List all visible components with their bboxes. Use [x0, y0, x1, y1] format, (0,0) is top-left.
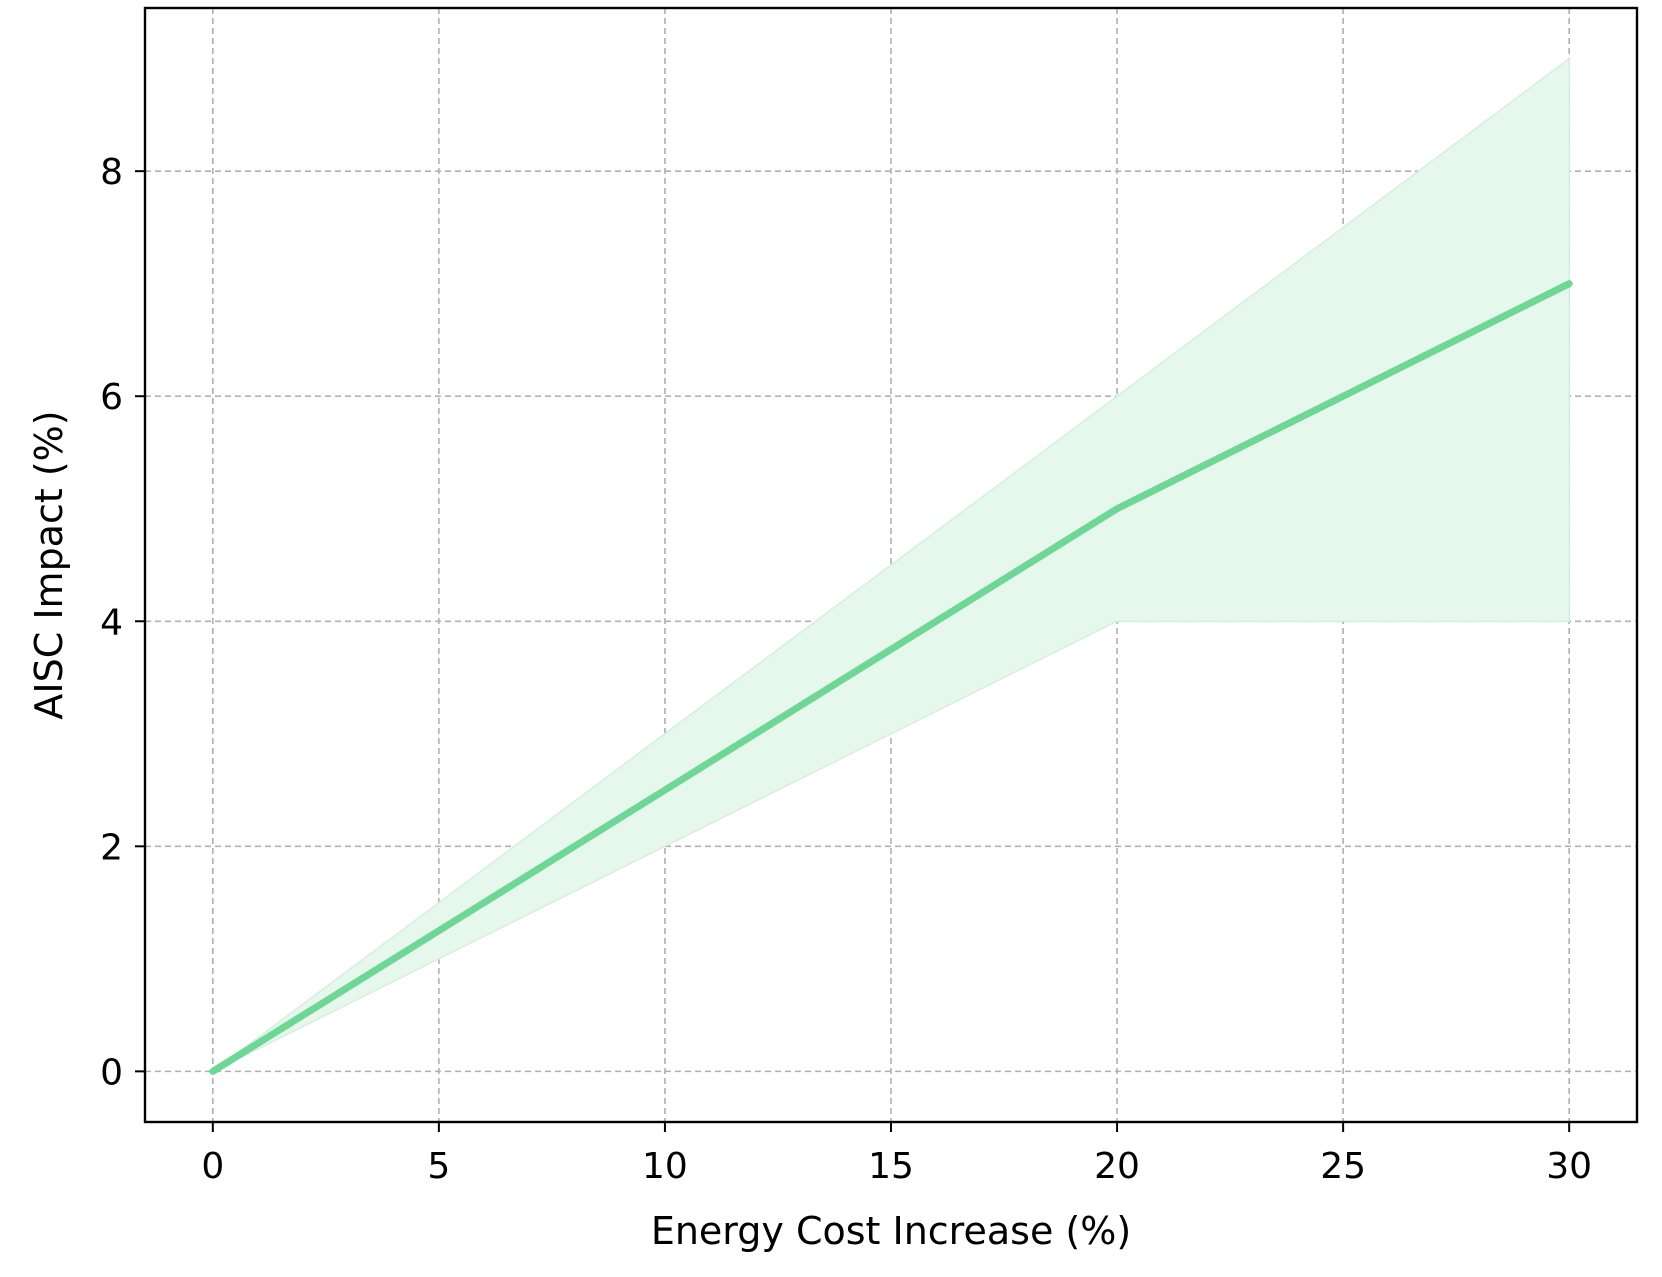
x-tick-label: 30 — [1546, 1146, 1592, 1187]
ticks: 0 5 10 15 20 25 30 0 2 4 6 8 — [100, 152, 1592, 1187]
y-tick-label: 8 — [100, 152, 123, 193]
y-tick-label: 4 — [100, 602, 123, 643]
x-tick-label: 25 — [1320, 1146, 1366, 1187]
confidence-band-layer — [212, 57, 1570, 1073]
x-tick-label: 10 — [642, 1146, 688, 1187]
x-axis-label: Energy Cost Increase (%) — [651, 1209, 1131, 1253]
x-tick-label: 0 — [201, 1146, 224, 1187]
y-axis-label: AISC Impact (%) — [27, 410, 71, 719]
y-tick-label: 0 — [100, 1052, 123, 1093]
x-tick-label: 15 — [868, 1146, 914, 1187]
y-tick-label: 6 — [100, 377, 123, 418]
x-tick-label: 5 — [427, 1146, 450, 1187]
series-line-layer — [209, 280, 1573, 1075]
y-tick-label: 2 — [100, 827, 123, 868]
confidence-band — [212, 57, 1570, 1073]
x-tick-label: 20 — [1094, 1146, 1140, 1187]
